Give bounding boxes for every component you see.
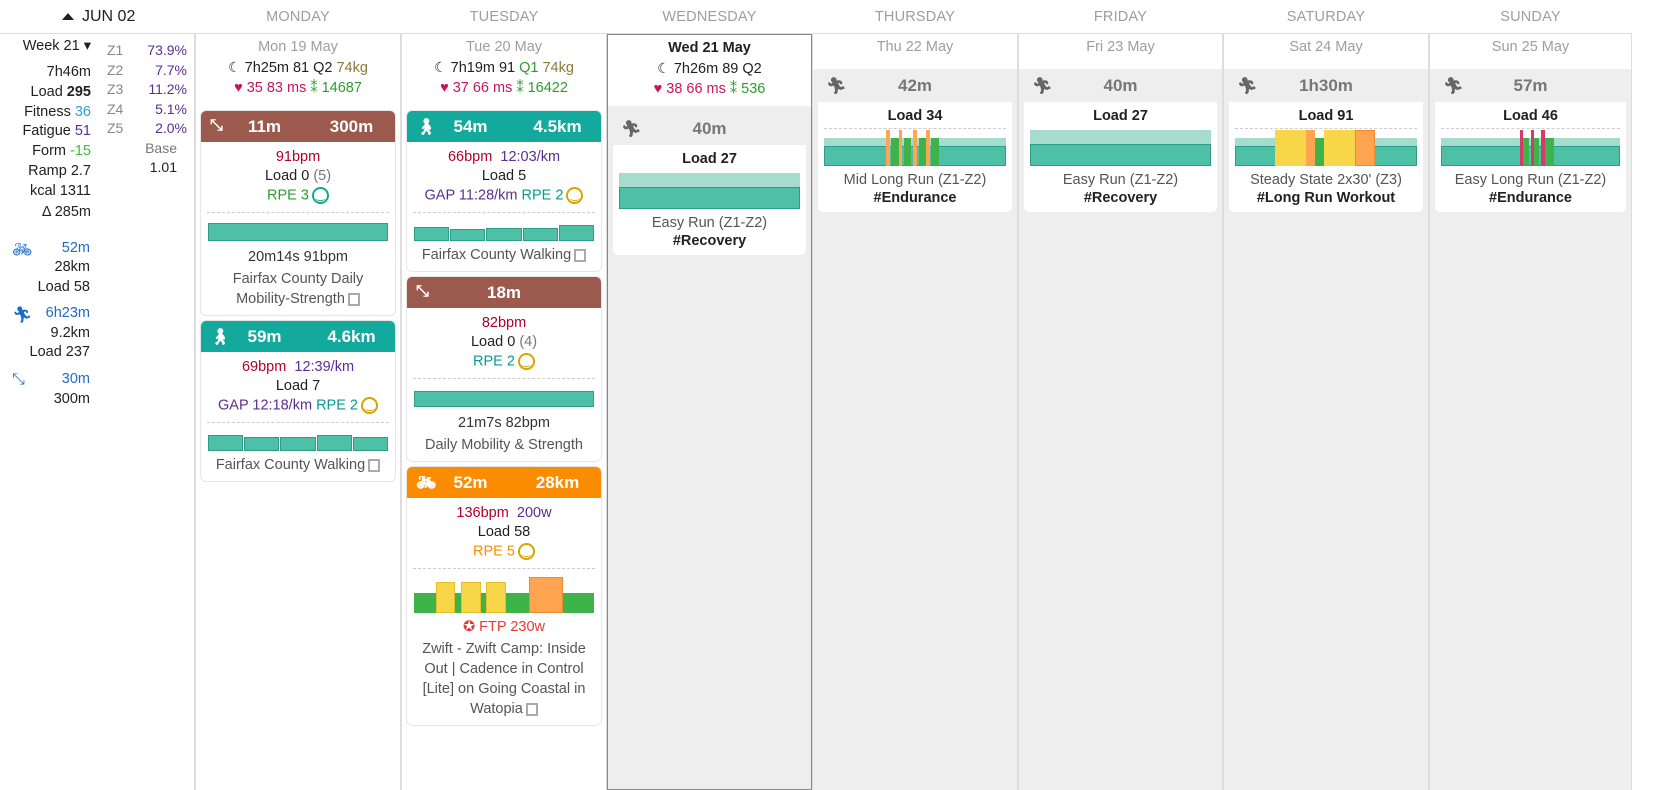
day-header-wednesday: WEDNESDAY (607, 0, 812, 34)
week-summary-sidebar: Week 21 ▾ 7h46m Load 295 Fitness 36 Fati… (0, 34, 195, 790)
activity-card[interactable]: 🚲︎ 52m 28km 136bpm 200w Load 58 RPE 5 ‿ ✪ F… (407, 467, 601, 725)
activity-card[interactable]: 🚶︎ 59m 4.6km 69bpm 12:39/km Load 7 GAP 12:… (201, 321, 395, 481)
ftp-star-icon: ✪ (462, 619, 476, 635)
week-date-label: JUN 02 (82, 7, 136, 25)
power-zone-chart (414, 577, 594, 613)
day-wellness-wednesday[interactable]: Wed 21 May ☾ 7h26m 89 Q2 ♥ 38 66 ms ⁑ 536 (608, 35, 811, 106)
planned-workout-card[interactable]: 🏃︎ 1h30m Load 91 Steady State 2x30' (Z3) … (1229, 69, 1423, 212)
day-column-friday[interactable]: Fri 23 May 🏃︎ 40m Load 27 Easy Run (Z1-Z2… (1018, 34, 1223, 790)
steps-icon: ⁑ (310, 80, 318, 96)
walk-icon: 🚶︎ (210, 329, 231, 346)
day-header-saturday: SATURDAY (1223, 0, 1429, 34)
day-column-saturday[interactable]: Sat 24 May 🏃︎ 1h30m Load 91 Steady State … (1223, 34, 1429, 790)
ride-time: 52m (61, 240, 90, 256)
zone-row: Z2 7.7% (107, 61, 187, 78)
run-distance: 9.2km (50, 325, 91, 341)
day-column-tuesday[interactable]: Tue 20 May ☾ 7h19m 91 Q1 74kg ♥ 37 66 ms ⁑ 16422… (401, 34, 607, 790)
neutral-face-icon: ‿ (517, 353, 535, 370)
mobility-icon: ⤡ (416, 283, 429, 300)
smile-icon: ‿ (311, 187, 329, 204)
moon-icon: ☾ (657, 60, 670, 76)
mobility-time: 30m (61, 371, 90, 387)
base-label: Base (145, 139, 177, 156)
zone-row: Z4 5.1% (107, 100, 187, 117)
week-ramp: Ramp 2.7 (28, 163, 91, 179)
heart-icon: ♥ (653, 81, 663, 97)
activity-card[interactable]: 🚶︎ 54m 4.5km 66bpm 12:03/km Load 5 GAP 11:… (407, 111, 601, 271)
day-column-wednesday[interactable]: Wed 21 May ☾ 7h26m 89 Q2 ♥ 38 66 ms ⁑ 536 🏃︎ 40m… (607, 34, 812, 790)
zone-row: Z3 11.2% (107, 81, 187, 97)
zone-distribution: Z1 73.9% Z2 7.7% Z3 11.2% Z4 5.1% Z5 2.0% Bas… (107, 41, 187, 178)
day-column-thursday[interactable]: Thu 22 May 🏃︎ 42m Load 34 Mid Long Run (Z… (812, 34, 1018, 790)
day-header-monday: MONDAY (195, 0, 401, 34)
bike-icon: 🚲︎ (12, 242, 33, 259)
neutral-face-icon: ‿ (517, 543, 535, 560)
run-icon: 🏃︎ (12, 307, 33, 324)
day-header-tuesday: TUESDAY (401, 0, 607, 34)
planned-workout-card[interactable]: 🏃︎ 42m Load 34 Mid Long Run (Z1-Z2) #Endu… (818, 69, 1012, 212)
run-icon: 🏃︎ (1032, 77, 1053, 95)
mobility-distance: 300m (53, 391, 90, 407)
activity-card[interactable]: ⤡ 11m 300m 91bpm Load 0 (5) RPE 3 ‿ 20m14s … (201, 111, 395, 315)
week-fatigue: Fatigue 51 (22, 123, 91, 139)
planned-workout-card[interactable]: 🏃︎ 40m Load 27 Easy Run (Z1-Z2) #Recovery (613, 112, 806, 255)
day-date: Wed 21 May (668, 40, 751, 56)
week-time: 7h46m (46, 64, 91, 80)
map-icon (525, 702, 538, 716)
steps-icon: ⁑ (516, 80, 524, 96)
run-icon: 🏃︎ (1443, 77, 1464, 95)
day-date: Mon 19 May (258, 39, 338, 55)
day-date: Tue 20 May (465, 39, 543, 55)
moon-icon: ☾ (434, 59, 447, 75)
day-header-thursday: THURSDAY (812, 0, 1018, 34)
caret-up-icon (62, 13, 74, 20)
map-icon (574, 248, 587, 262)
day-date: Thu 22 May (813, 34, 1017, 69)
run-icon: 🏃︎ (1237, 77, 1258, 95)
moon-icon: ☾ (228, 59, 241, 75)
day-column-monday[interactable]: Mon 19 May ☾ 7h25m 81 Q2 74kg ♥ 35 83 ms ⁑ 14687… (195, 34, 401, 790)
run-icon: 🏃︎ (826, 77, 847, 95)
week-form: Form -15 (32, 143, 91, 159)
zone-row: Z1 73.9% (107, 42, 187, 58)
ride-load: Load 58 (37, 279, 90, 295)
day-date: Sun 25 May (1430, 34, 1631, 69)
day-wellness-monday[interactable]: Mon 19 May ☾ 7h25m 81 Q2 74kg ♥ 35 83 ms ⁑ 14687 (196, 34, 400, 105)
day-header-friday: FRIDAY (1018, 0, 1223, 34)
map-icon (347, 292, 360, 306)
walk-icon: 🚶︎ (416, 119, 437, 136)
day-column-sunday[interactable]: Sun 25 May 🏃︎ 57m Load 46 Easy Long Run (… (1429, 34, 1632, 790)
steps-icon: ⁑ (729, 81, 738, 97)
week-header[interactable]: JUN 02 (0, 0, 195, 34)
heart-icon: ♥ (234, 80, 243, 96)
week-elevation: Δ 285m (41, 204, 91, 220)
neutral-face-icon: ‿ (360, 397, 378, 414)
zone-row: Z5 2.0% (107, 120, 187, 136)
run-icon: 🏃︎ (621, 120, 642, 138)
mobility-icon: ⤡ (210, 117, 223, 134)
base-value: 1.01 (149, 159, 177, 175)
day-header-sunday: SUNDAY (1429, 0, 1632, 34)
week-kcal: kcal 1311 (29, 183, 91, 199)
caret-down-icon: ▾ (83, 38, 91, 54)
ride-distance: 28km (54, 259, 90, 275)
day-date: Sat 24 May (1224, 34, 1428, 69)
day-wellness-tuesday[interactable]: Tue 20 May ☾ 7h19m 91 Q1 74kg ♥ 37 66 ms ⁑ 16422 (402, 34, 606, 105)
planned-workout-card[interactable]: 🏃︎ 40m Load 27 Easy Run (Z1-Z2) #Recovery (1024, 69, 1217, 212)
day-date: Fri 23 May (1019, 34, 1222, 69)
run-load: Load 237 (29, 344, 90, 360)
neutral-face-icon: ‿ (566, 187, 584, 204)
map-icon (368, 458, 381, 472)
week-selector[interactable]: Week 21 ▾ (22, 38, 91, 54)
planned-workout-card[interactable]: 🏃︎ 57m Load 46 Easy Long Run (Z1-Z2) #End… (1435, 69, 1626, 212)
bike-icon: 🚲︎ (416, 475, 437, 492)
run-time: 6h23m (45, 305, 90, 321)
mobility-icon: ⤡ (12, 371, 25, 388)
heart-icon: ♥ (440, 80, 449, 96)
week-load: Load 295 (30, 84, 92, 100)
activity-card[interactable]: ⤡ 18m 82bpm Load 0 (4) RPE 2 ‿ 21m7s 82bpm… (407, 277, 601, 461)
week-fitness: Fitness 36 (24, 104, 91, 120)
